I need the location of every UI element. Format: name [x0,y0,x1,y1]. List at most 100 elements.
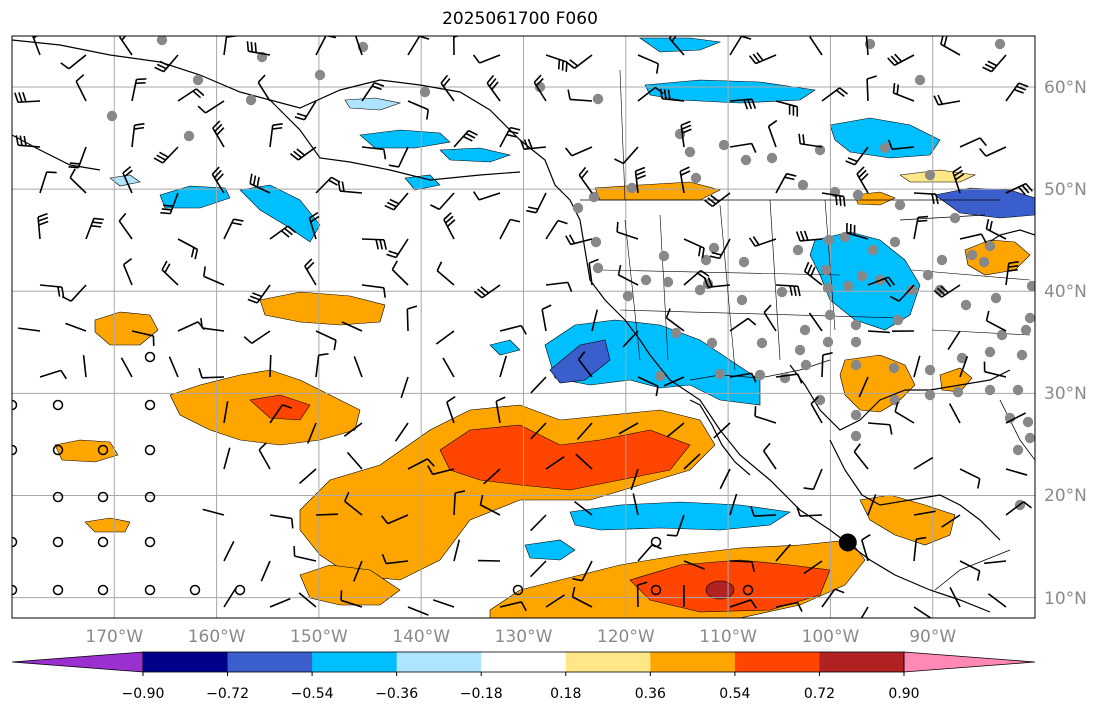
wind-barb [269,123,283,148]
colorbar-segment [819,652,905,672]
station-marker [924,389,936,401]
wind-barb [122,165,133,194]
wind-barb [200,318,225,332]
wind-barb [400,376,409,399]
wind-barb [223,587,237,608]
wind-barb [572,560,593,582]
wind-barb [486,74,501,102]
colorbar-segment [312,652,398,672]
shaded-region [239,184,321,243]
wind-barb [821,352,833,378]
calm-station-marker [234,584,246,596]
wind-barb [683,453,701,470]
wind-barb [257,74,271,102]
station-marker [949,212,961,224]
wind-barb [260,560,271,582]
calm-station-marker [12,536,18,548]
wind-barb [530,376,547,394]
wind-barb [803,468,823,491]
wind-barb [495,396,506,424]
colorbar-tick-label: −0.72 [206,686,249,702]
wind-barb [713,422,731,439]
wind-barb [15,135,41,148]
wind-barb [18,327,41,332]
station-marker [994,38,1006,50]
station-marker [658,250,670,262]
colorbar-tick-label: −0.54 [290,686,334,702]
wind-barb [269,225,297,240]
wind-barb [545,281,573,292]
station-marker [892,314,904,326]
wind-barb [634,166,647,194]
wind-barb [386,238,409,259]
station-marker [106,110,118,122]
station-marker [1024,312,1035,324]
wind-barb [453,129,478,148]
wind-barb [729,36,752,56]
wind-barb [519,138,547,151]
wind-barb [591,309,598,332]
wind-barb [440,74,455,102]
wind-barb [352,560,363,582]
shaded-region [259,291,386,326]
wind-barb [887,53,915,66]
wind-barb [683,269,710,286]
wind-barb [947,330,961,350]
station-marker [850,336,862,348]
wind-barb [269,404,293,424]
wind-barb [198,368,225,379]
wind-barb [637,543,662,562]
coastline [619,69,626,201]
calm-station-marker [97,584,109,596]
wind-barb [118,36,133,56]
wind-barb [913,510,936,516]
wind-barb [61,284,87,302]
wind-barb [680,120,692,148]
coastline [984,229,1035,246]
station-marker [1020,324,1032,336]
wind-barb [729,142,757,153]
station-layer [12,36,1035,596]
station-marker [314,69,326,81]
wind-barb [304,258,317,286]
wind-barb [361,238,387,250]
longitude-label: 170°W [85,627,144,647]
wind-barb [933,284,961,298]
wind-barb [529,560,547,578]
wind-barb [545,594,565,608]
wind-barb [683,560,705,570]
station-marker [592,262,604,274]
wind-barb [315,330,337,351]
wind-barb [913,536,927,562]
wind-barb [499,324,527,335]
wind-barb [337,181,363,194]
shaded-region [705,580,735,600]
wind-barb [436,261,455,286]
wind-barb [452,36,461,56]
wind-barb [679,166,691,194]
wind-barb [177,321,205,332]
wind-barb [637,54,660,74]
colorbar-tick-label: 0.36 [634,686,666,702]
station-marker [1022,416,1034,428]
wind-barb [432,599,455,608]
wind-barb [867,276,896,288]
calm-station-marker [189,584,201,596]
wind-barb [867,494,877,516]
colorbar-segment [143,652,229,672]
station-marker [590,236,602,248]
wind-barb [659,88,685,102]
wind-barb [453,539,461,562]
shaded-region [439,147,512,163]
wind-barb [748,236,777,247]
wind-barb [795,230,823,242]
wind-barb [729,493,738,516]
wind-barb [14,92,41,104]
station-marker [914,74,926,86]
calm-station-marker [97,444,109,456]
longitude-label: 150°W [290,627,348,647]
wind-barb [632,493,639,516]
wind-barb [565,234,593,246]
wind-barb [663,376,685,387]
